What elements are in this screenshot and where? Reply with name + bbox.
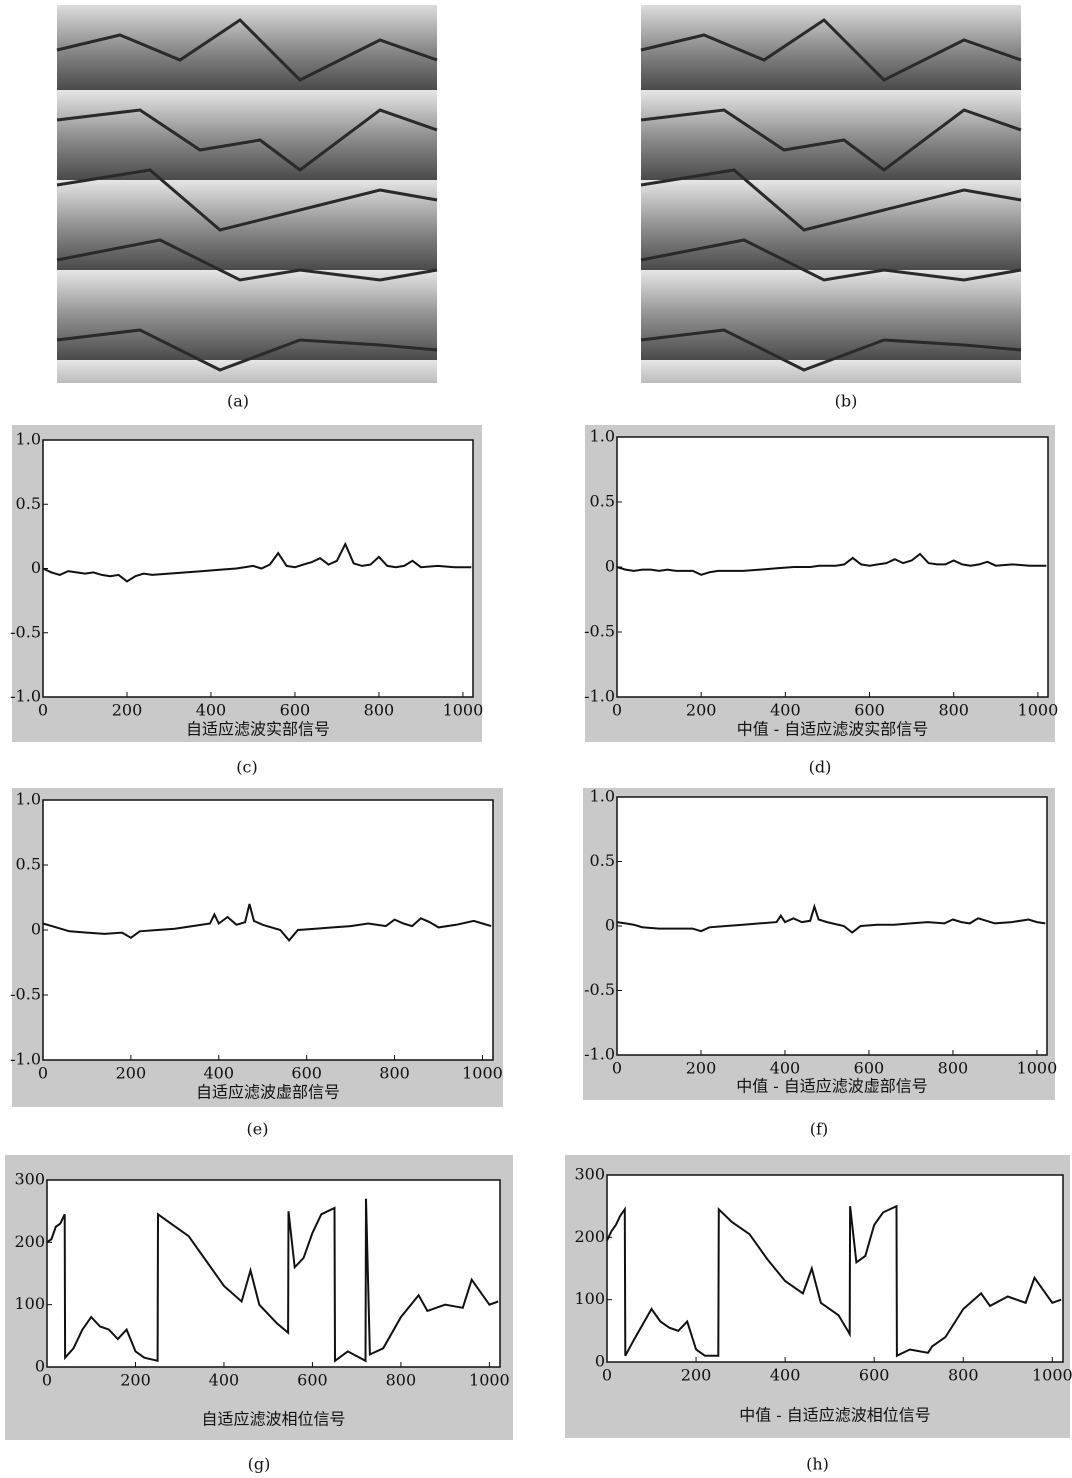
plot-area: [616, 796, 1048, 1056]
x-tick-label: 200: [112, 701, 143, 720]
x-axis-label: 自适应滤波相位信号: [201, 1410, 345, 1429]
panel-caption: (d): [809, 758, 832, 777]
plot-area: [616, 436, 1049, 698]
x-tick-label: 200: [116, 1064, 147, 1083]
y-tick-label: 100: [14, 1294, 45, 1313]
y-tick-label: 0: [31, 920, 41, 939]
x-tick-label: 200: [686, 1059, 717, 1078]
y-tick-label: 0: [595, 1352, 605, 1371]
x-tick-label: 800: [948, 1366, 979, 1385]
panel-caption: (f): [810, 1120, 828, 1139]
y-tick-label: -1.0: [10, 1050, 41, 1069]
x-tick-label: 0: [38, 701, 48, 720]
x-tick-label: 400: [204, 1064, 235, 1083]
x-tick-label: 0: [612, 1059, 622, 1078]
y-tick-label: 1.0: [590, 427, 615, 446]
plot-area: [42, 799, 494, 1061]
x-tick-label: 800: [938, 701, 969, 720]
x-tick-label: 0: [38, 1064, 48, 1083]
x-tick-label: 600: [280, 701, 311, 720]
y-tick-label: -1.0: [10, 687, 41, 706]
x-tick-label: 1000: [462, 1064, 503, 1083]
x-axis-label: 中值 - 自适应滤波相位信号: [739, 1406, 931, 1425]
y-tick-label: -0.5: [10, 985, 41, 1004]
panel-caption: (c): [236, 758, 257, 777]
x-axis-label: 中值 - 自适应滤波虚部信号: [736, 1077, 928, 1096]
x-tick-label: 1000: [1032, 1366, 1072, 1385]
x-tick-label: 600: [854, 701, 885, 720]
y-tick-label: 0.5: [16, 494, 41, 513]
y-tick-label: 200: [574, 1227, 605, 1246]
x-axis-label: 自适应滤波虚部信号: [196, 1083, 340, 1102]
y-tick-label: 0: [35, 1357, 45, 1376]
data-line: [46, 1198, 499, 1363]
x-tick-label: 400: [209, 1371, 240, 1390]
y-tick-label: 1.0: [16, 430, 41, 449]
y-tick-label: 100: [574, 1289, 605, 1308]
x-tick-label: 1000: [469, 1371, 510, 1390]
x-tick-label: 1000: [1017, 1059, 1058, 1078]
y-tick-label: -1.0: [584, 687, 615, 706]
x-tick-label: 600: [291, 1064, 322, 1083]
panel-caption: (e): [247, 1120, 269, 1139]
y-tick-label: 0: [605, 916, 615, 935]
x-tick-label: 600: [854, 1059, 885, 1078]
x-tick-label: 400: [770, 701, 801, 720]
x-axis-label: 中值 - 自适应滤波实部信号: [737, 720, 929, 739]
x-tick-label: 600: [297, 1371, 328, 1390]
y-tick-label: -0.5: [584, 622, 615, 641]
y-tick-label: 1.0: [590, 787, 615, 806]
x-tick-label: 1000: [443, 701, 484, 720]
x-tick-label: 800: [938, 1059, 969, 1078]
x-tick-label: 0: [42, 1371, 52, 1390]
data-line: [42, 903, 492, 942]
image-caption: (a): [227, 392, 249, 411]
y-tick-label: 0.5: [16, 855, 41, 874]
y-tick-label: 0.5: [590, 492, 615, 511]
plot-area: [42, 439, 474, 698]
image-b: [640, 5, 1022, 383]
y-tick-label: 0: [31, 558, 41, 577]
x-tick-label: 800: [379, 1064, 410, 1083]
x-tick-label: 200: [686, 701, 717, 720]
x-tick-label: 0: [612, 701, 622, 720]
image-caption: (b): [835, 392, 858, 411]
x-tick-label: 400: [770, 1059, 801, 1078]
y-tick-label: 200: [14, 1232, 45, 1251]
y-tick-label: 300: [14, 1170, 45, 1189]
plot-area: [606, 1174, 1064, 1363]
data-line: [616, 552, 1047, 576]
plot-area: [46, 1179, 501, 1368]
x-axis-label: 自适应滤波实部信号: [186, 720, 330, 739]
y-tick-label: 0: [605, 557, 615, 576]
y-tick-label: -1.0: [584, 1045, 615, 1064]
x-tick-label: 1000: [1018, 701, 1059, 720]
x-tick-label: 400: [196, 701, 227, 720]
x-tick-label: 600: [859, 1366, 890, 1385]
x-tick-label: 400: [770, 1366, 801, 1385]
y-tick-label: -0.5: [584, 980, 615, 999]
x-tick-label: 800: [386, 1371, 417, 1390]
x-tick-label: 800: [364, 701, 395, 720]
y-tick-label: 1.0: [16, 790, 41, 809]
data-line: [42, 541, 472, 583]
panel-caption: (h): [806, 1455, 829, 1474]
image-a: [56, 5, 438, 383]
y-tick-label: 0.5: [590, 851, 615, 870]
x-tick-label: 0: [602, 1366, 612, 1385]
data-line: [606, 1204, 1062, 1358]
y-tick-label: -0.5: [10, 622, 41, 641]
x-tick-label: 200: [120, 1371, 151, 1390]
x-tick-label: 200: [681, 1366, 712, 1385]
panel-caption: (g): [248, 1455, 271, 1474]
data-line: [616, 903, 1046, 934]
y-tick-label: 300: [574, 1165, 605, 1184]
